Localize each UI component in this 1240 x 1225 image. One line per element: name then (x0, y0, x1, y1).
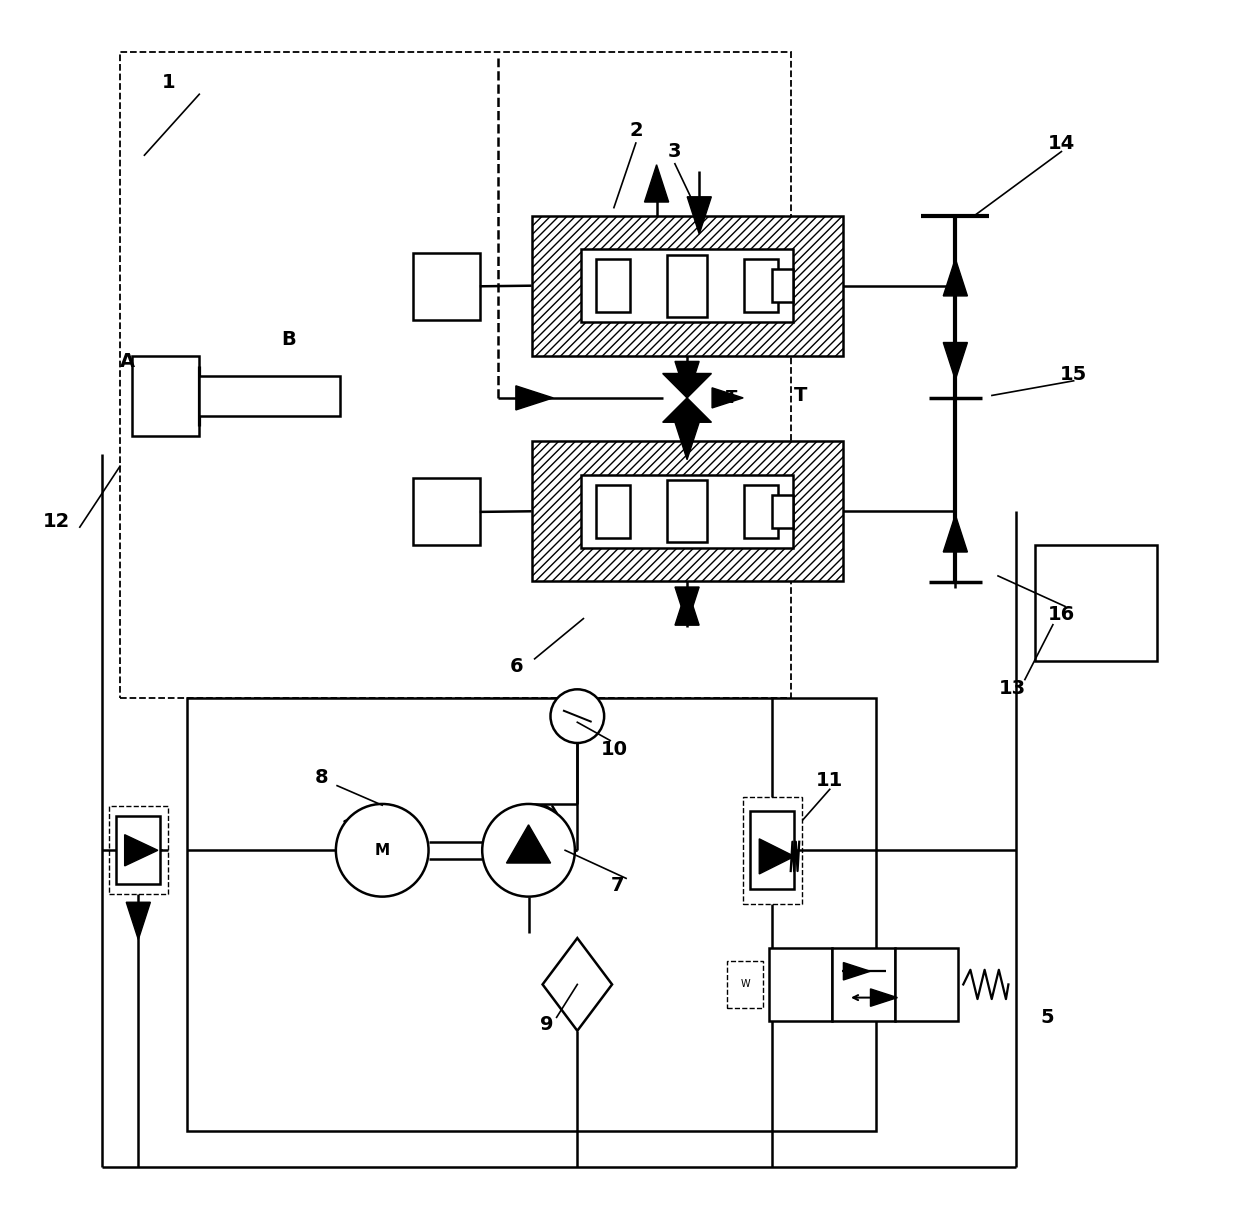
Bar (895, 948, 959, 1020)
Bar (582, 249, 792, 322)
Bar (727, 962, 764, 1008)
Bar (744, 485, 777, 538)
Text: 8: 8 (315, 768, 329, 786)
Text: 6: 6 (510, 657, 523, 676)
Bar (532, 216, 842, 355)
Bar (769, 948, 832, 1020)
Text: 16: 16 (1048, 605, 1075, 625)
Polygon shape (506, 824, 551, 864)
Text: 7: 7 (611, 876, 624, 895)
Bar (744, 260, 777, 312)
Polygon shape (712, 388, 743, 408)
Text: 12: 12 (43, 512, 71, 530)
Circle shape (336, 804, 429, 897)
Polygon shape (645, 164, 668, 202)
Bar (750, 811, 795, 889)
Bar (832, 948, 895, 1020)
Bar (120, 51, 791, 698)
Bar (187, 698, 877, 1131)
Polygon shape (126, 903, 150, 940)
Bar (532, 441, 842, 582)
Bar (532, 441, 842, 582)
Text: T: T (794, 386, 807, 405)
Bar (532, 216, 842, 355)
Text: 11: 11 (816, 772, 843, 790)
Text: B: B (281, 330, 295, 349)
Polygon shape (944, 343, 967, 380)
Text: 5: 5 (1040, 1008, 1054, 1027)
Polygon shape (543, 938, 613, 1030)
Bar (200, 376, 340, 416)
Circle shape (551, 690, 604, 744)
Bar (596, 485, 630, 538)
Circle shape (482, 804, 575, 897)
Polygon shape (687, 197, 712, 234)
Polygon shape (125, 834, 157, 866)
Text: 3: 3 (668, 142, 682, 160)
Polygon shape (662, 374, 712, 398)
Polygon shape (843, 963, 870, 980)
Bar (1034, 545, 1157, 662)
Bar (667, 480, 707, 543)
Text: 2: 2 (629, 121, 642, 141)
Bar (667, 255, 707, 316)
Bar (743, 796, 802, 904)
Bar (413, 252, 480, 320)
Polygon shape (944, 514, 967, 552)
Text: 10: 10 (600, 740, 627, 758)
Bar (413, 478, 480, 545)
Bar (133, 356, 200, 436)
Bar (109, 806, 167, 894)
Text: 15: 15 (1060, 365, 1087, 385)
Text: 1: 1 (162, 72, 176, 92)
Polygon shape (675, 423, 699, 459)
Text: M: M (374, 843, 389, 858)
Text: T: T (727, 388, 738, 407)
Bar (582, 475, 792, 548)
Polygon shape (944, 258, 967, 296)
Text: 9: 9 (541, 1016, 553, 1034)
Text: 14: 14 (1048, 134, 1075, 153)
Polygon shape (516, 386, 553, 410)
Bar (596, 260, 630, 312)
Polygon shape (675, 588, 699, 625)
Bar (117, 816, 160, 884)
Polygon shape (675, 361, 699, 398)
Text: A: A (120, 352, 135, 371)
Polygon shape (759, 839, 795, 873)
Text: 13: 13 (999, 679, 1027, 697)
Bar (771, 270, 792, 303)
Polygon shape (675, 587, 699, 625)
Text: W: W (740, 980, 750, 990)
Bar (771, 495, 792, 528)
Polygon shape (662, 398, 712, 423)
Polygon shape (870, 989, 898, 1006)
